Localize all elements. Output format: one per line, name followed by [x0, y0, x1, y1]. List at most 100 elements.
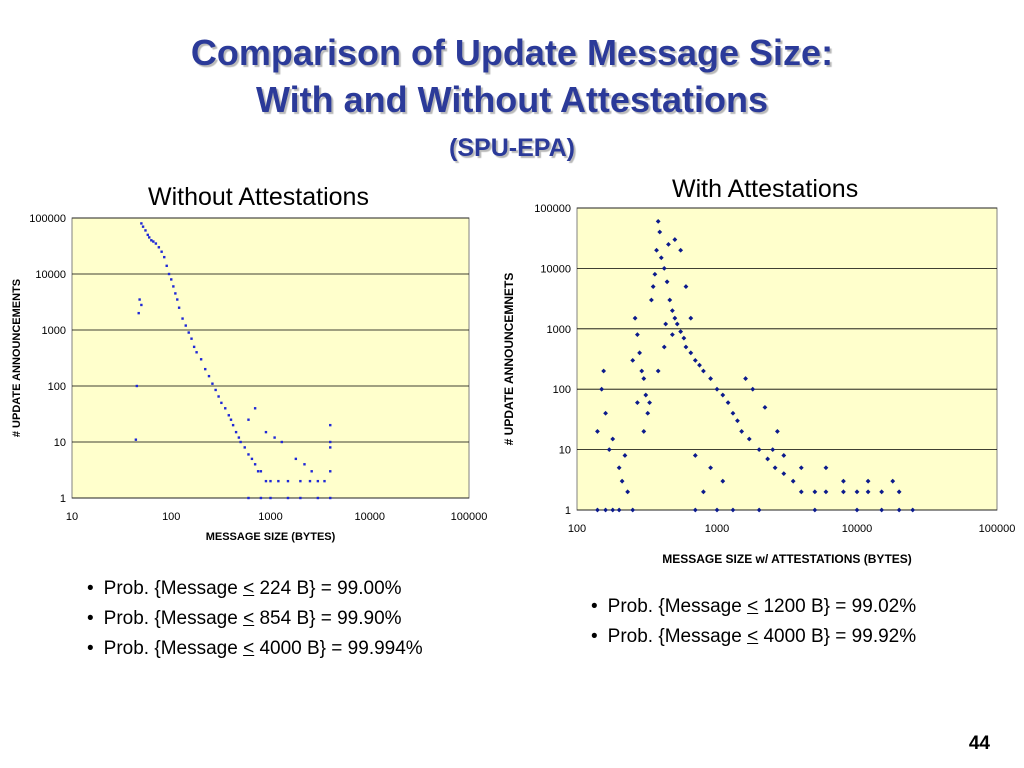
- data-point: [692, 507, 698, 513]
- x-axis-label: MESSAGE SIZE (BYTES): [206, 531, 336, 543]
- data-point: [666, 241, 671, 247]
- y-tick-label: 100: [553, 384, 571, 396]
- data-point: [239, 440, 242, 444]
- bullet-text: Prob. {Message: [103, 578, 244, 599]
- data-point: [823, 465, 829, 471]
- data-point: [756, 507, 762, 513]
- data-point: [150, 239, 153, 242]
- data-point: [243, 446, 246, 449]
- data-point: [269, 479, 272, 483]
- data-point: [841, 489, 846, 495]
- data-point: [141, 225, 145, 228]
- data-point: [247, 496, 250, 500]
- data-point: [280, 440, 284, 444]
- data-point: [599, 386, 605, 392]
- data-point: [739, 429, 745, 434]
- data-point: [316, 479, 320, 483]
- x-axis-label: MESSAGE SIZE w/ ATTESTATIONS (BYTES): [662, 552, 912, 566]
- bullet-text: 4000 B} = 99.994%: [254, 638, 423, 659]
- data-point: [595, 429, 600, 434]
- data-point: [220, 401, 223, 405]
- left-bullet-item: Prob. {Message < 4000 B} = 99.994%: [87, 634, 423, 664]
- data-point: [622, 453, 628, 458]
- data-point: [681, 335, 687, 341]
- data-point: [211, 382, 214, 385]
- data-point: [654, 247, 659, 253]
- data-point: [152, 240, 155, 243]
- data-point: [253, 407, 257, 410]
- data-point: [273, 436, 276, 439]
- data-point: [217, 395, 220, 398]
- data-point: [134, 438, 138, 441]
- y-tick-label: 1000: [547, 324, 571, 336]
- data-point: [678, 247, 684, 253]
- data-point: [595, 507, 600, 513]
- y-tick-label: 100: [48, 381, 66, 393]
- bullet-text: 1200 B} = 99.02%: [758, 596, 917, 617]
- data-point: [610, 436, 616, 442]
- plot-area: [71, 217, 470, 499]
- data-point: [250, 457, 254, 461]
- data-point: [688, 315, 694, 321]
- data-point: [896, 507, 902, 513]
- left-bullet-list: Prob. {Message < 224 B} = 99.00% Prob. {…: [87, 574, 423, 664]
- bullet-text: Prob. {Message: [103, 638, 244, 659]
- data-point: [678, 329, 684, 334]
- data-point: [661, 266, 667, 271]
- data-point: [148, 236, 151, 239]
- data-point: [798, 489, 804, 495]
- y-axis-label: # UPDATE ANNOUNCEMNETS: [502, 273, 516, 446]
- y-tick-label: 1000: [42, 325, 66, 337]
- x-tick-label: 100000: [979, 523, 1016, 535]
- bullet-operator: <: [747, 596, 759, 617]
- right-bullet-item: Prob. {Message < 1200 B} = 99.02%: [591, 592, 916, 622]
- data-point: [669, 308, 675, 314]
- x-tick-label: 1000: [705, 523, 729, 535]
- x-tick-label: 100: [568, 523, 586, 535]
- y-tick-label: 1: [60, 493, 66, 505]
- data-point: [229, 418, 233, 421]
- data-point: [234, 430, 238, 434]
- data-point: [157, 246, 161, 249]
- data-point: [657, 229, 663, 235]
- data-point: [329, 470, 332, 473]
- data-point: [174, 292, 177, 295]
- y-tick-label: 1: [565, 505, 571, 517]
- data-point: [610, 507, 616, 513]
- data-point: [308, 479, 312, 483]
- data-point: [286, 479, 290, 483]
- data-point: [735, 418, 740, 424]
- data-point: [750, 386, 756, 392]
- x-tick-label: 10000: [354, 511, 385, 523]
- bullet-text: Prob. {Message: [607, 626, 748, 647]
- data-point: [160, 250, 163, 253]
- y-tick-label: 10: [54, 437, 66, 449]
- data-point: [603, 410, 608, 416]
- data-point: [192, 345, 196, 349]
- data-point: [865, 478, 871, 484]
- data-point: [204, 367, 207, 371]
- x-tick-label: 100000: [451, 511, 488, 523]
- data-point: [708, 376, 713, 381]
- data-point: [647, 400, 652, 405]
- bullet-operator: <: [747, 626, 759, 647]
- data-point: [630, 507, 636, 513]
- bullet-text: 854 B} = 99.90%: [254, 608, 402, 629]
- data-point: [172, 285, 175, 288]
- data-point: [841, 478, 846, 484]
- data-point: [896, 489, 902, 495]
- data-point: [195, 351, 198, 354]
- data-point: [655, 368, 661, 374]
- data-point: [199, 358, 203, 361]
- bullet-text: 4000 B} = 99.92%: [758, 626, 917, 647]
- data-point: [237, 436, 241, 439]
- data-point: [720, 392, 726, 398]
- data-point: [170, 278, 173, 281]
- data-point: [146, 233, 149, 237]
- data-point: [135, 384, 139, 388]
- data-point: [138, 298, 141, 301]
- data-point: [643, 392, 649, 398]
- data-point: [163, 255, 166, 259]
- data-point: [316, 496, 320, 500]
